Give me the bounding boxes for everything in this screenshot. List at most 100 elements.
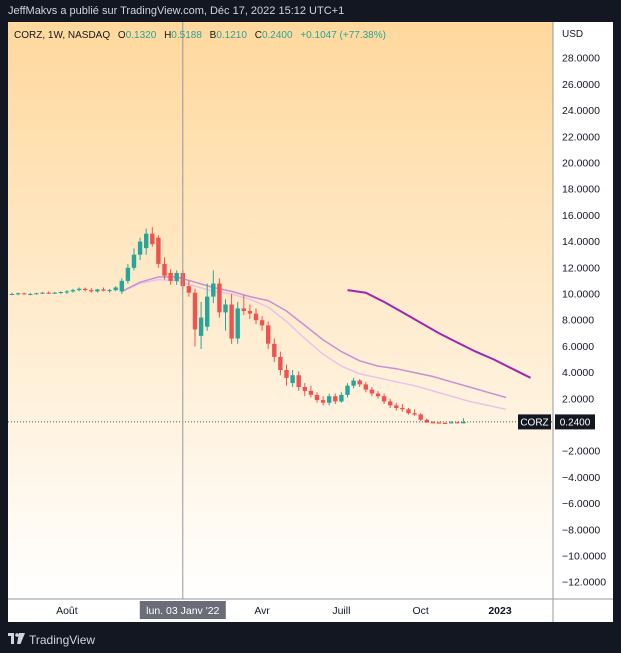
price-axis-tick: 24.0000 xyxy=(562,105,600,117)
candle-body xyxy=(333,396,338,402)
time-axis-labels[interactable]: Août Avr Juill Oct 2023 xyxy=(56,605,512,617)
candle-body xyxy=(131,254,137,268)
candle-body xyxy=(217,283,222,313)
tradingview-logo[interactable]: TradingView xyxy=(8,633,95,647)
candle xyxy=(34,292,39,295)
candle xyxy=(125,263,131,284)
candle-body xyxy=(15,293,21,295)
candle xyxy=(290,370,295,387)
price-axis-tick: 20.0000 xyxy=(562,158,600,170)
candle xyxy=(52,292,57,294)
candle-body xyxy=(46,292,51,294)
svg-text:CORZ, 1W, NASDAQ O0.13: CORZ, 1W, NASDAQ O0.1320 H0.5188 B0.1210… xyxy=(14,30,386,41)
candle-body xyxy=(64,291,70,293)
candle-body xyxy=(205,296,210,327)
candle-body xyxy=(461,421,466,424)
candle-body xyxy=(223,304,228,313)
candle-body xyxy=(28,294,33,295)
candle xyxy=(40,292,45,294)
candle-body xyxy=(58,292,63,293)
candle-body xyxy=(83,288,88,291)
candle xyxy=(76,287,82,292)
candle xyxy=(223,299,228,331)
candle xyxy=(58,291,63,294)
price-axis-tick: 8.0000 xyxy=(562,315,594,327)
candle-body xyxy=(156,237,161,264)
candle xyxy=(394,402,399,411)
candle xyxy=(333,393,338,404)
candle xyxy=(302,383,307,397)
price-axis-tick: 2.0000 xyxy=(562,393,594,405)
time-axis-tick: Avr xyxy=(254,605,270,617)
candle xyxy=(430,421,436,424)
candle xyxy=(137,237,143,260)
candle-body xyxy=(339,394,344,402)
candle-body xyxy=(314,394,320,401)
candle-body xyxy=(406,409,411,414)
candle-body xyxy=(308,390,314,395)
candle-body xyxy=(357,380,362,385)
candle xyxy=(28,292,33,296)
candle xyxy=(107,288,112,293)
legend-high-label: H xyxy=(164,30,171,41)
publisher-text: JeffMakvs a publié sur TradingView.com, … xyxy=(8,5,345,17)
candle-body xyxy=(247,311,253,314)
candle-body xyxy=(101,289,106,291)
candle-body xyxy=(284,370,289,378)
candle xyxy=(339,392,344,403)
last-price-tags: CORZ 0.2400 xyxy=(518,414,595,430)
candle-body xyxy=(113,287,118,291)
candle-body xyxy=(351,380,356,386)
candle-body xyxy=(253,313,259,321)
candle-body xyxy=(272,343,277,357)
price-axis-tick: 12.0000 xyxy=(562,262,600,274)
candle-body xyxy=(449,422,454,424)
candle xyxy=(235,301,240,344)
chart-canvas[interactable]: 28.0000 26.0000 24.0000 22.0000 20.0000 18.00… xyxy=(8,22,613,622)
price-axis-tick: 18.0000 xyxy=(562,184,600,196)
candle-body xyxy=(290,375,295,384)
candle xyxy=(217,278,222,318)
candle-body xyxy=(186,286,192,293)
candle xyxy=(119,278,124,294)
price-axis-tick: 26.0000 xyxy=(562,79,600,91)
candle xyxy=(381,393,387,404)
candle xyxy=(308,385,314,398)
ma-mid-line xyxy=(121,276,507,399)
candle xyxy=(369,387,375,397)
candle-body xyxy=(9,294,15,295)
candle-body xyxy=(436,422,442,424)
candle xyxy=(83,287,88,292)
candle-body xyxy=(418,414,423,420)
price-axis-labels[interactable]: 28.0000 26.0000 24.0000 22.0000 20.0000 18.00… xyxy=(562,53,606,589)
candle-body xyxy=(394,405,399,408)
candle xyxy=(229,294,234,344)
candle xyxy=(424,418,429,423)
candle xyxy=(284,364,289,386)
candle-body xyxy=(174,273,179,281)
candle xyxy=(351,377,356,389)
candle xyxy=(150,227,155,247)
candlestick-series xyxy=(9,227,466,424)
ma-short-line xyxy=(121,278,507,411)
candle xyxy=(345,383,350,398)
candle-body xyxy=(412,413,417,415)
legend-open-label: O xyxy=(118,30,126,41)
candle-body xyxy=(388,401,393,406)
currency-label: USD xyxy=(562,29,583,40)
candle-body xyxy=(400,408,405,410)
tradingview-brand: TradingView xyxy=(29,633,96,647)
candle xyxy=(455,421,460,424)
candle xyxy=(205,283,210,331)
chart-frame: 28.0000 26.0000 24.0000 22.0000 20.0000 18.00… xyxy=(8,22,613,622)
candle xyxy=(363,381,368,393)
candle-body xyxy=(302,387,307,391)
candle xyxy=(89,288,94,293)
candle xyxy=(144,228,149,255)
candle-body xyxy=(144,233,149,249)
candle-body xyxy=(168,273,173,281)
candle xyxy=(320,396,326,406)
candle-body xyxy=(107,290,112,292)
price-axis-tick: 22.0000 xyxy=(562,131,600,143)
ma-long-line xyxy=(347,289,531,379)
